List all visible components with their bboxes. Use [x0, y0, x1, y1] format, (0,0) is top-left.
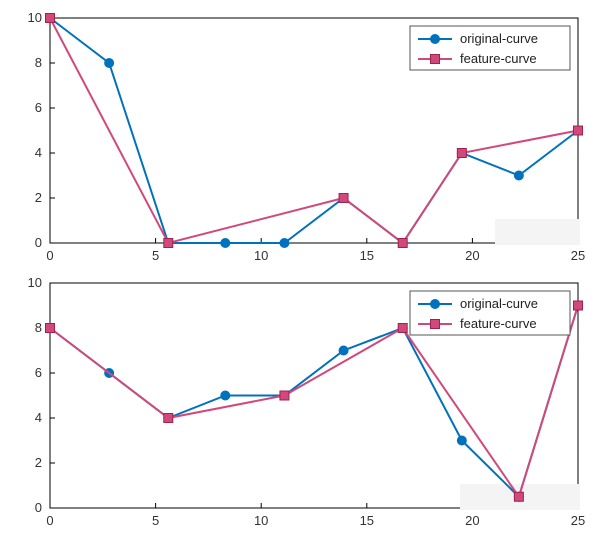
- xtick-label: 0: [46, 513, 53, 528]
- figure-svg: 05101520250246810original-curvefeature-c…: [0, 0, 610, 534]
- xtick-label: 5: [152, 513, 159, 528]
- xtick-label: 10: [254, 513, 268, 528]
- feature-marker: [46, 324, 55, 333]
- feature-marker: [457, 149, 466, 158]
- original-marker: [221, 239, 230, 248]
- ytick-label: 4: [35, 145, 42, 160]
- ytick-label: 0: [35, 500, 42, 515]
- original-marker: [339, 346, 348, 355]
- feature-marker: [46, 14, 55, 23]
- original-marker: [457, 436, 466, 445]
- smudge-area: [495, 219, 580, 245]
- xtick-label: 20: [465, 248, 479, 263]
- feature-marker: [398, 324, 407, 333]
- ytick-label: 8: [35, 320, 42, 335]
- original-marker: [105, 59, 114, 68]
- original-marker: [221, 391, 230, 400]
- xtick-label: 25: [571, 248, 585, 263]
- legend-label: feature-curve: [460, 51, 537, 66]
- ytick-label: 10: [28, 275, 42, 290]
- xtick-label: 20: [465, 513, 479, 528]
- feature-marker: [164, 414, 173, 423]
- legend-swatch-marker: [431, 320, 440, 329]
- ytick-label: 10: [28, 10, 42, 25]
- feature-marker: [574, 301, 583, 310]
- legend-swatch-marker: [431, 300, 440, 309]
- feature-marker: [280, 391, 289, 400]
- figure-container: 05101520250246810original-curvefeature-c…: [0, 0, 610, 534]
- xtick-label: 10: [254, 248, 268, 263]
- feature-marker: [398, 239, 407, 248]
- xtick-label: 0: [46, 248, 53, 263]
- feature-marker: [164, 239, 173, 248]
- ytick-label: 6: [35, 100, 42, 115]
- legend-swatch-marker: [431, 35, 440, 44]
- feature-marker: [339, 194, 348, 203]
- ytick-label: 0: [35, 235, 42, 250]
- legend-swatch-marker: [431, 55, 440, 64]
- ytick-label: 4: [35, 410, 42, 425]
- ytick-label: 2: [35, 455, 42, 470]
- legend-label: original-curve: [460, 31, 538, 46]
- xtick-label: 15: [360, 248, 374, 263]
- xtick-label: 5: [152, 248, 159, 263]
- ytick-label: 8: [35, 55, 42, 70]
- original-marker: [280, 239, 289, 248]
- original-marker: [514, 171, 523, 180]
- feature-marker: [574, 126, 583, 135]
- ytick-label: 6: [35, 365, 42, 380]
- feature-marker: [514, 492, 523, 501]
- legend-label: original-curve: [460, 296, 538, 311]
- ytick-label: 2: [35, 190, 42, 205]
- xtick-label: 15: [360, 513, 374, 528]
- legend-label: feature-curve: [460, 316, 537, 331]
- xtick-label: 25: [571, 513, 585, 528]
